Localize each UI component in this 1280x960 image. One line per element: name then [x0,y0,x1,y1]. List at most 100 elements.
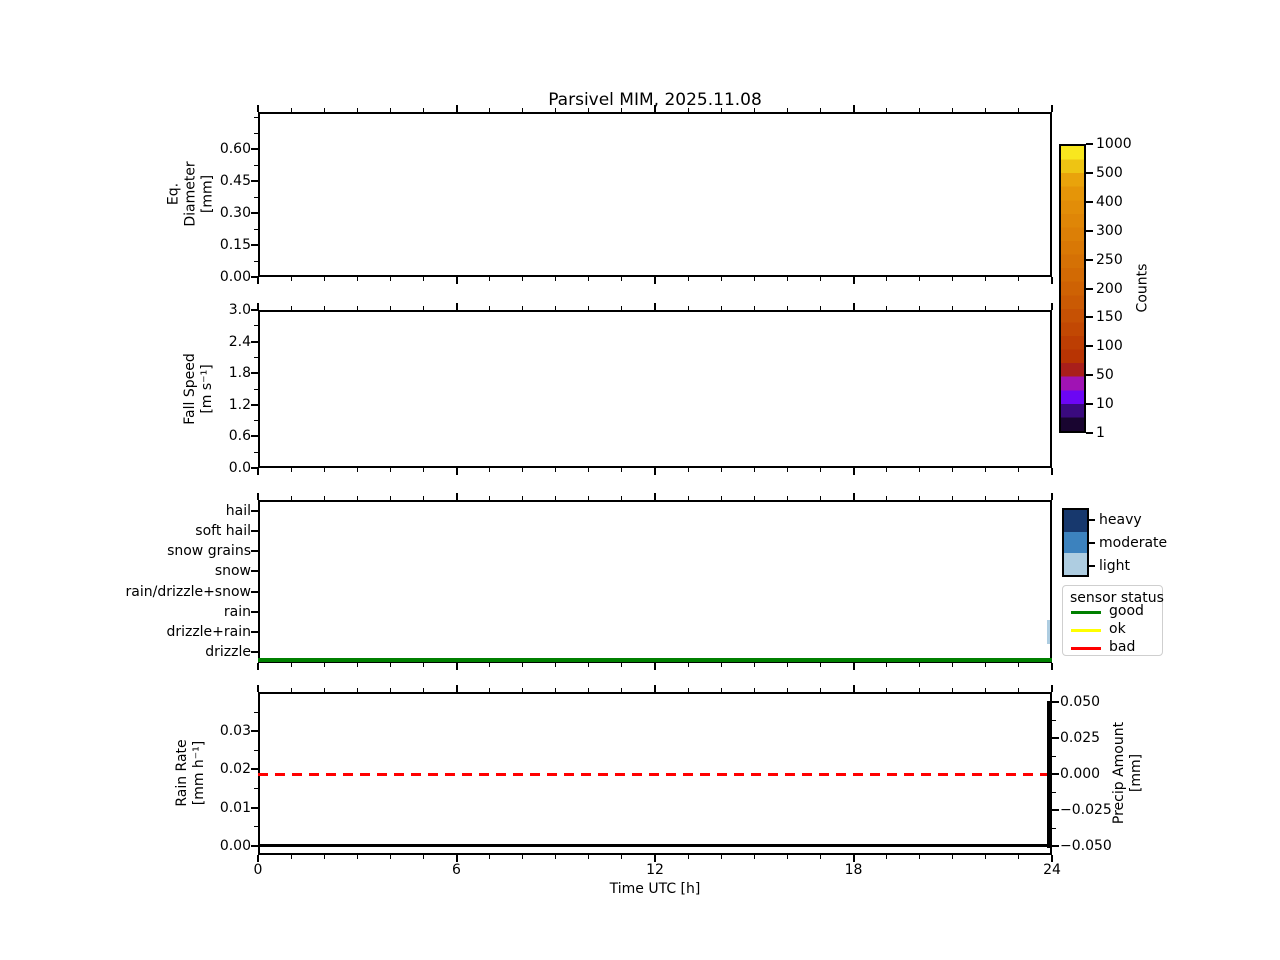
x-tick [1018,306,1020,310]
y-tick [251,730,258,733]
sensor-status-legend: sensor status good ok bad [1062,585,1164,656]
x-tick [720,688,722,692]
sensor-label-ok: ok [1109,621,1126,637]
x-tick [455,303,458,310]
y-tick-label: 0.00 [219,269,251,285]
x-tick [257,493,259,500]
colorbar-tick [1086,374,1093,377]
x-tick [852,685,855,692]
x-tick [356,496,358,500]
y-tick [1052,701,1059,704]
x-tick-label: 12 [646,862,664,878]
counts-colorbar [1059,144,1086,433]
x-tick [819,855,821,859]
y-tick [251,403,258,406]
x-tick [852,493,855,500]
x-tick [455,685,458,692]
x-tick [1051,855,1053,862]
x-tick [720,108,722,112]
x-tick [489,663,491,667]
x-tick [720,855,722,859]
x-tick [819,277,821,281]
x-tick [323,277,325,281]
subplot-eq-diameter [258,112,1052,277]
x-tick [786,108,788,112]
x-tick [952,277,954,281]
x-tick [489,306,491,310]
x-tick [852,663,855,670]
colorbar-tick [1086,403,1093,406]
x-tick-label: 6 [452,862,461,878]
y-tick [254,116,258,118]
y-tick-label: snow [214,563,251,580]
x-tick [985,108,987,112]
y-tick-label: 0.01 [219,799,251,816]
x-tick [985,663,987,667]
x-tick [356,277,358,281]
x-tick-label: 18 [844,862,863,878]
colorbar-tick [1086,287,1093,290]
x-tick [588,108,590,112]
y-tick [1052,791,1056,793]
x-tick [555,306,557,310]
x-tick [753,855,755,859]
x-tick [455,663,458,670]
sensor-line-ok [1071,629,1101,632]
subplot-precip-type [258,500,1052,663]
x-tick [687,277,689,281]
colorbar-tick-label: 50 [1096,367,1114,384]
colorbar-tick-label: 250 [1096,251,1123,268]
sensor-label-bad: bad [1109,639,1136,655]
x-tick [952,108,954,112]
y-tick [251,630,258,633]
x-tick [323,108,325,112]
x-tick [985,277,987,281]
x-tick [489,468,491,472]
x-tick [819,688,821,692]
y-tick [251,435,258,438]
x-tick [455,105,458,112]
y-tick [254,388,258,390]
x-tick [952,306,954,310]
y-tick [1052,827,1056,829]
x-tick [753,688,755,692]
x-tick [290,663,292,667]
y-tick [254,132,258,134]
x-tick [422,496,424,500]
x-tick [257,277,259,284]
colorbar-tick [1086,229,1093,232]
x-tick [422,688,424,692]
x-tick [985,688,987,692]
x-tick [522,663,524,667]
x-tick [886,496,888,500]
x-tick [1018,468,1020,472]
sensor-legend-title: sensor status [1070,590,1164,606]
x-tick [852,105,855,112]
x-tick [422,855,424,859]
x-tick [489,688,491,692]
y-tick [254,788,258,790]
x-tick [886,663,888,667]
y-tick-label: drizzle+rain [166,623,251,640]
x-tick [1018,108,1020,112]
x-tick [257,663,259,670]
y-tick-label: 0.60 [219,141,251,158]
y-tick-label: 1.8 [228,365,251,382]
y-tick [251,372,258,375]
x-tick [886,306,888,310]
x-tick [852,303,855,310]
x-tick [290,108,292,112]
y-tick-label: 0.000 [1060,766,1101,783]
x-tick [455,855,458,862]
y-tick-label: rain/drizzle+snow [125,583,251,600]
y-tick [251,590,258,593]
y-tick [1052,809,1059,812]
intensity-label: moderate [1099,534,1168,551]
y-tick-label: 0.025 [1060,730,1101,747]
x-tick [952,496,954,500]
x-tick [522,108,524,112]
x-tick [555,855,557,859]
x-tick [952,688,954,692]
x-tick [389,468,391,472]
subplot-fall-speed [258,310,1052,468]
